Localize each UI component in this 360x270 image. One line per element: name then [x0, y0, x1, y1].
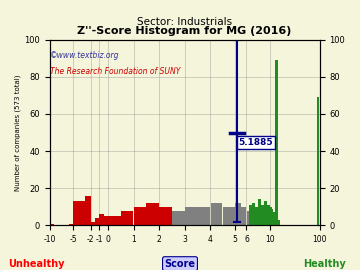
Bar: [159, 207, 172, 225]
Bar: [95, 218, 99, 225]
Text: 5.1885: 5.1885: [238, 138, 273, 147]
Text: Sector: Industrials: Sector: Industrials: [137, 16, 232, 26]
Text: Unhealthy: Unhealthy: [8, 259, 64, 269]
Bar: [223, 207, 235, 225]
Bar: [185, 207, 198, 225]
Bar: [249, 205, 252, 225]
Bar: [68, 224, 73, 225]
Bar: [99, 214, 104, 225]
Bar: [79, 201, 85, 225]
Bar: [255, 207, 258, 225]
Bar: [85, 196, 91, 225]
Bar: [134, 207, 146, 225]
Bar: [318, 97, 319, 225]
Bar: [172, 211, 185, 225]
Text: ©www.textbiz.org: ©www.textbiz.org: [50, 51, 119, 60]
Bar: [247, 211, 249, 225]
Bar: [275, 60, 278, 225]
Bar: [73, 201, 79, 225]
Bar: [211, 203, 222, 225]
Bar: [241, 207, 246, 225]
Bar: [50, 224, 54, 225]
Bar: [198, 207, 210, 225]
Text: The Research Foundation of SUNY: The Research Foundation of SUNY: [50, 68, 180, 76]
Bar: [108, 216, 121, 225]
Title: Z''-Score Histogram for MG (2016): Z''-Score Histogram for MG (2016): [77, 26, 292, 36]
Bar: [261, 205, 264, 225]
Bar: [278, 220, 280, 225]
Bar: [274, 212, 275, 225]
Text: Healthy: Healthy: [303, 259, 345, 269]
Bar: [147, 203, 159, 225]
Y-axis label: Number of companies (573 total): Number of companies (573 total): [15, 74, 22, 191]
Bar: [235, 203, 240, 225]
Text: Score: Score: [165, 259, 195, 269]
Bar: [104, 216, 108, 225]
Bar: [91, 222, 95, 225]
Bar: [121, 211, 133, 225]
Bar: [267, 205, 270, 225]
Bar: [258, 200, 261, 225]
Bar: [264, 201, 267, 225]
Bar: [252, 203, 255, 225]
